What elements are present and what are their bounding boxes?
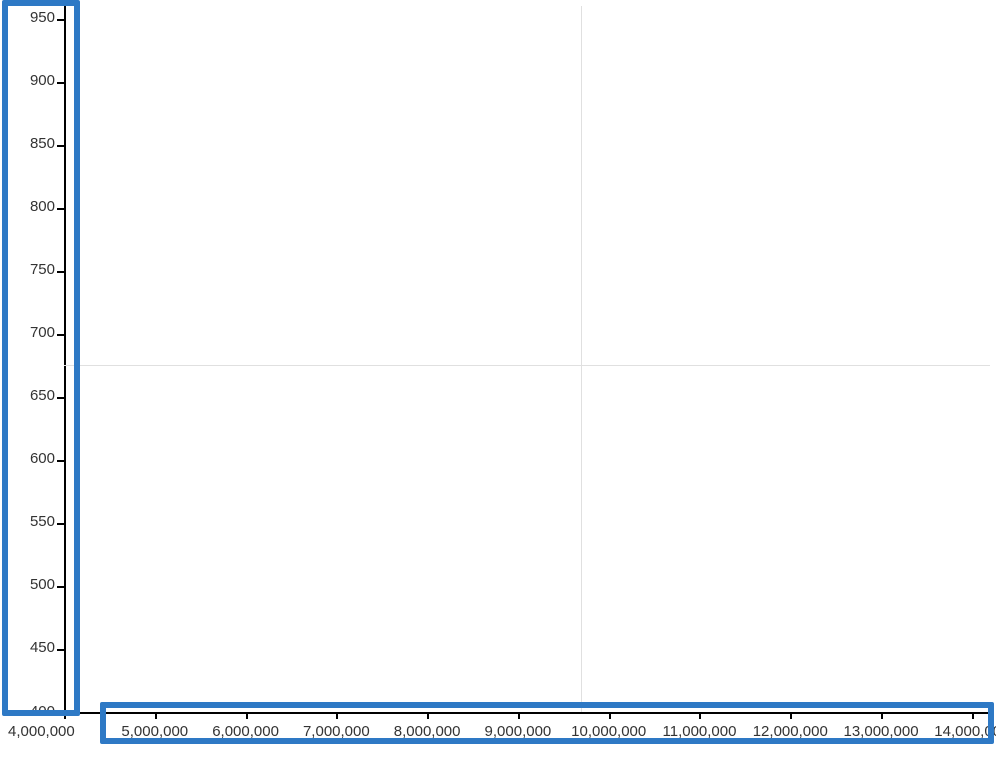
x-tick: [790, 712, 792, 719]
x-tick-label: 11,000,000: [654, 723, 744, 740]
y-tick: [57, 145, 64, 147]
x-tick: [699, 712, 701, 719]
x-tick: [972, 712, 974, 719]
y-tick-label: 650: [30, 387, 55, 404]
x-tick-label: 9,000,000: [473, 723, 563, 740]
y-tick-label: 800: [30, 198, 55, 215]
x-axis-line: [64, 712, 990, 714]
y-tick: [57, 19, 64, 21]
y-tick-label: 450: [30, 639, 55, 656]
y-tick: [57, 586, 64, 588]
x-tick: [155, 712, 157, 719]
y-tick: [57, 460, 64, 462]
plot-area: [64, 6, 990, 712]
y-tick: [57, 334, 64, 336]
x-tick: [64, 712, 66, 719]
y-tick: [57, 712, 64, 714]
y-tick: [57, 208, 64, 210]
y-tick-label: 700: [30, 324, 55, 341]
y-tick-label: 950: [30, 9, 55, 26]
y-tick-label: 900: [30, 72, 55, 89]
x-tick-label: 7,000,000: [291, 723, 381, 740]
y-tick-label: 500: [30, 576, 55, 593]
x-tick-label: 12,000,000: [745, 723, 835, 740]
x-tick-label: 4,000,000: [8, 723, 98, 740]
x-tick-label: 8,000,000: [382, 723, 472, 740]
x-tick: [609, 712, 611, 719]
x-tick: [518, 712, 520, 719]
x-tick-label: 5,000,000: [110, 723, 200, 740]
chart-container: 400 450 500 550 600 650 700 750 800 850 900 950 4,0…: [0, 0, 996, 757]
y-axis-line: [64, 6, 66, 712]
y-tick-label: 850: [30, 135, 55, 152]
y-tick: [57, 523, 64, 525]
y-tick-label: 550: [30, 513, 55, 530]
y-tick: [57, 649, 64, 651]
y-tick-label: 600: [30, 450, 55, 467]
x-tick: [336, 712, 338, 719]
y-tick: [57, 397, 64, 399]
y-tick-label: 750: [30, 261, 55, 278]
x-tick: [427, 712, 429, 719]
y-tick: [57, 82, 64, 84]
x-tick: [246, 712, 248, 719]
vertical-gridline: [581, 6, 582, 712]
x-tick-label: 6,000,000: [201, 723, 291, 740]
x-tick-label: 14,000,000: [927, 723, 996, 740]
horizontal-gridline: [64, 365, 990, 366]
x-tick: [881, 712, 883, 719]
x-tick-label: 10,000,000: [564, 723, 654, 740]
y-tick-label: 400: [30, 703, 55, 720]
y-tick: [57, 271, 64, 273]
x-tick-label: 13,000,000: [836, 723, 926, 740]
